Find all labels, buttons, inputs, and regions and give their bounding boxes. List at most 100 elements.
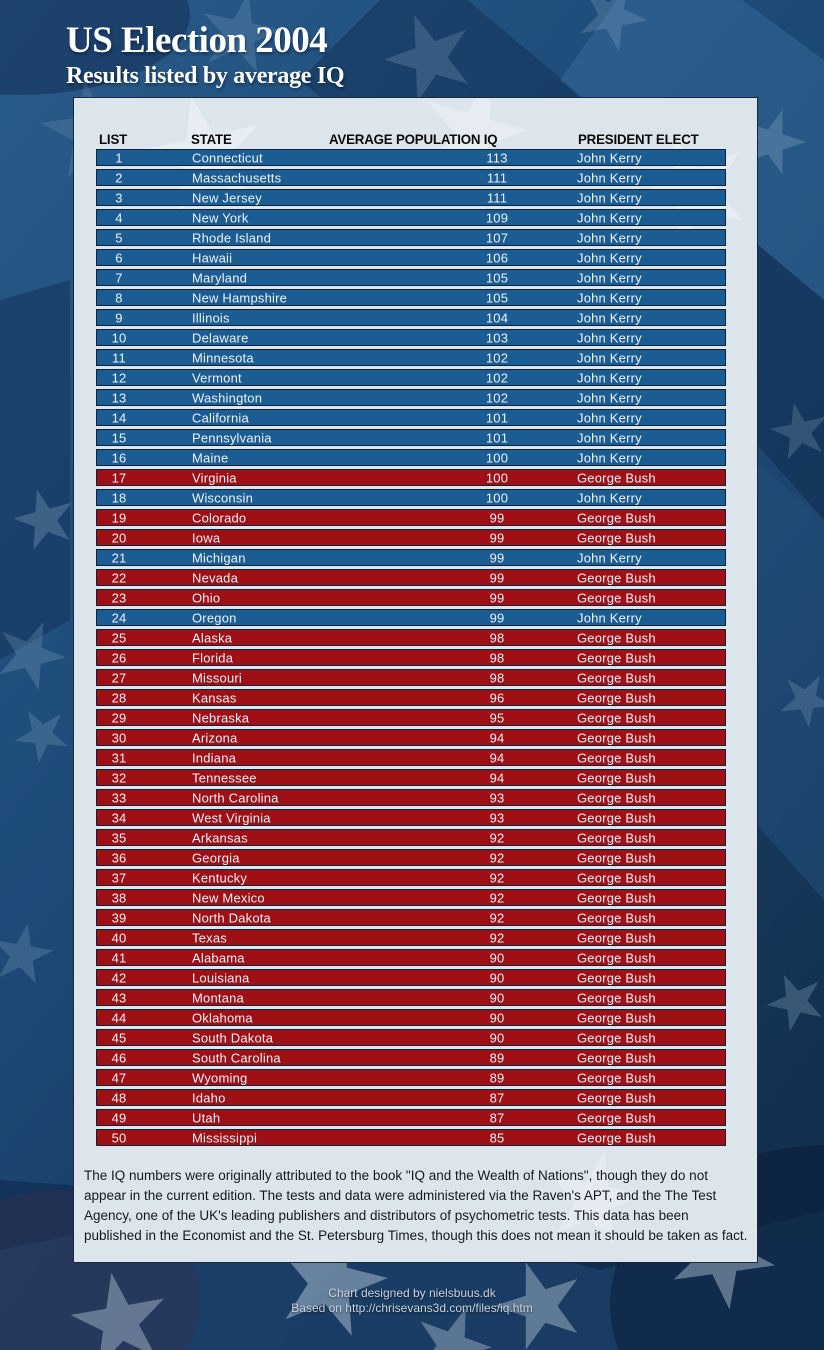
president-cell: George Bush [577,750,656,765]
table-row: 35 Arkansas 92 George Bush [96,829,726,846]
president-cell: George Bush [577,770,656,785]
iq-cell: 99 [489,570,505,585]
table-row: 31 Indiana 94 George Bush [96,749,726,766]
table-row: 11 Minnesota 102 John Kerry [96,349,726,366]
rank-cell: 43 [111,990,127,1005]
masthead: US Election 2004 Results listed by avera… [66,21,345,89]
rank-cell: 24 [111,610,127,625]
table-row: 50 Mississippi 85 George Bush [96,1129,726,1146]
president-cell: John Kerry [577,370,642,385]
president-cell: George Bush [577,970,656,985]
state-cell: Mississippi [192,1130,258,1145]
president-cell: George Bush [577,890,656,905]
state-cell: Colorado [192,510,247,525]
rank-cell: 21 [111,550,127,565]
state-cell: Texas [192,930,227,945]
state-cell: Washington [192,390,263,405]
iq-cell: 85 [489,1130,505,1145]
president-cell: John Kerry [577,410,642,425]
rank-cell: 26 [111,650,127,665]
state-cell: North Dakota [192,910,271,925]
president-cell: John Kerry [577,450,642,465]
rank-cell: 6 [115,250,123,265]
rank-cell: 36 [111,850,127,865]
president-cell: George Bush [577,1010,656,1025]
state-cell: Pennsylvania [192,430,272,445]
state-cell: Virginia [192,470,237,485]
iq-cell: 87 [489,1110,505,1125]
state-cell: Georgia [192,850,240,865]
president-cell: John Kerry [577,270,642,285]
rank-cell: 9 [115,310,123,325]
iq-cell: 95 [489,710,505,725]
table-row: 44 Oklahoma 90 George Bush [96,1009,726,1026]
president-cell: George Bush [577,650,656,665]
iq-cell: 89 [489,1070,505,1085]
table-row: 28 Kansas 96 George Bush [96,689,726,706]
state-cell: Maryland [192,270,248,285]
rank-cell: 38 [111,890,127,905]
state-cell: Alaska [192,630,233,645]
president-cell: George Bush [577,1070,656,1085]
president-cell: George Bush [577,1130,656,1145]
state-cell: New Hampshire [192,290,288,305]
table-row: 16 Maine 100 John Kerry [96,449,726,466]
state-cell: Florida [192,650,234,665]
table-row: 49 Utah 87 George Bush [96,1109,726,1126]
table-row: 40 Texas 92 George Bush [96,929,726,946]
iq-cell: 98 [489,630,505,645]
state-cell: Hawaii [192,250,233,265]
footnote-text: The IQ numbers were originally attribute… [84,1168,748,1243]
flag-fold [0,280,70,660]
credit-source: Based on http://chrisevans3d.com/files/i… [291,1301,533,1315]
state-cell: Oklahoma [192,1010,253,1025]
table-row: 43 Montana 90 George Bush [96,989,726,1006]
table-row: 24 Oregon 99 John Kerry [96,609,726,626]
rank-cell: 30 [111,730,127,745]
rank-cell: 11 [112,350,126,365]
president-cell: George Bush [577,990,656,1005]
iq-cell: 90 [489,990,505,1005]
table-row: 25 Alaska 98 George Bush [96,629,726,646]
iq-cell: 99 [489,530,505,545]
iq-cell: 100 [485,470,509,485]
president-cell: John Kerry [577,150,642,165]
column-header-iq: AVERAGE POPULATION IQ [329,131,498,147]
iq-cell: 94 [489,730,505,745]
iq-cell: 93 [489,810,505,825]
table-row: 27 Missouri 98 George Bush [96,669,726,686]
president-cell: John Kerry [577,610,642,625]
table-row: 29 Nebraska 95 George Bush [96,709,726,726]
rank-cell: 27 [111,670,127,685]
rank-cell: 29 [111,710,127,725]
iq-cell: 101 [485,410,509,425]
rank-cell: 45 [111,1030,127,1045]
table-row: 21 Michigan 99 John Kerry [96,549,726,566]
rank-cell: 46 [111,1050,127,1065]
president-cell: George Bush [577,910,656,925]
rank-cell: 19 [111,510,127,525]
president-cell: John Kerry [577,290,642,305]
rank-cell: 50 [111,1130,127,1145]
president-cell: George Bush [577,1110,656,1125]
president-cell: George Bush [577,690,656,705]
rank-cell: 44 [111,1010,127,1025]
table-row: 37 Kentucky 92 George Bush [96,869,726,886]
rank-cell: 31 [111,750,127,765]
iq-cell: 105 [485,290,509,305]
president-cell: George Bush [577,670,656,685]
table-row: 20 Iowa 99 George Bush [96,529,726,546]
table-row: 12 Vermont 102 John Kerry [96,369,726,386]
iq-cell: 92 [489,910,505,925]
table-row: 48 Idaho 87 George Bush [96,1089,726,1106]
rank-cell: 23 [111,590,127,605]
state-cell: South Dakota [192,1030,274,1045]
state-cell: Nevada [192,570,239,585]
table-panel: LIST STATE AVERAGE POPULATION IQ PRESIDE… [73,97,758,1263]
president-cell: George Bush [577,530,656,545]
table-row: 2 Massachusetts 111 John Kerry [96,169,726,186]
iq-cell: 98 [489,670,505,685]
rank-cell: 40 [111,930,127,945]
table-row: 47 Wyoming 89 George Bush [96,1069,726,1086]
table-row: 9 Illinois 104 John Kerry [96,309,726,326]
